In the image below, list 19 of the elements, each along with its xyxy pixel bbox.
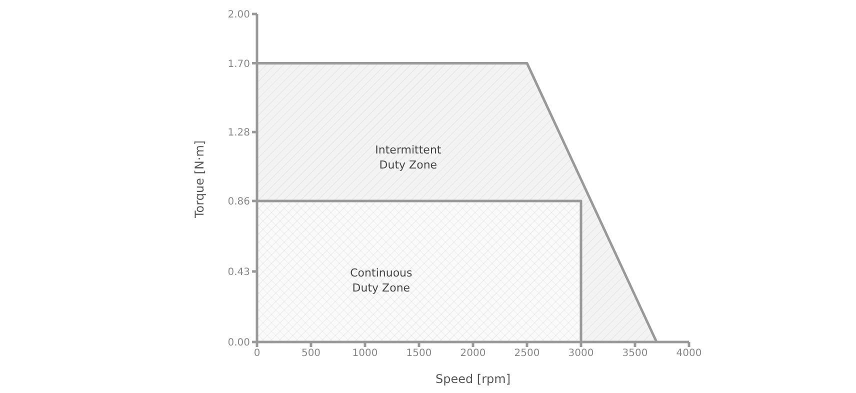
y-tick-label: 1.28 [228,128,250,139]
x-axis-title: Speed [rpm] [435,372,511,386]
x-tick-label: 2500 [514,348,540,360]
y-tick-label: 0.86 [228,196,250,208]
annotation: Intermittent Duty Zone [375,143,442,172]
x-tick-label: 3000 [568,348,594,360]
x-tick-label: 1500 [406,348,432,360]
x-tick-label: 500 [301,348,321,360]
x-tick-label: 1000 [352,348,378,360]
y-axis-title: Torque [N·m] [192,140,206,219]
y-tick-label: 0.00 [228,338,250,349]
y-tick-label: 1.70 [228,58,250,70]
y-tick-label: 0.43 [228,267,250,278]
y-tick-label: 2.00 [228,10,250,21]
x-tick-label: 4000 [676,348,702,360]
x-tick-label: 0 [254,348,260,360]
x-tick-label: 3500 [622,348,648,360]
annotation: Continuous Duty Zone [350,266,413,294]
x-tick-label: 2000 [460,348,486,360]
